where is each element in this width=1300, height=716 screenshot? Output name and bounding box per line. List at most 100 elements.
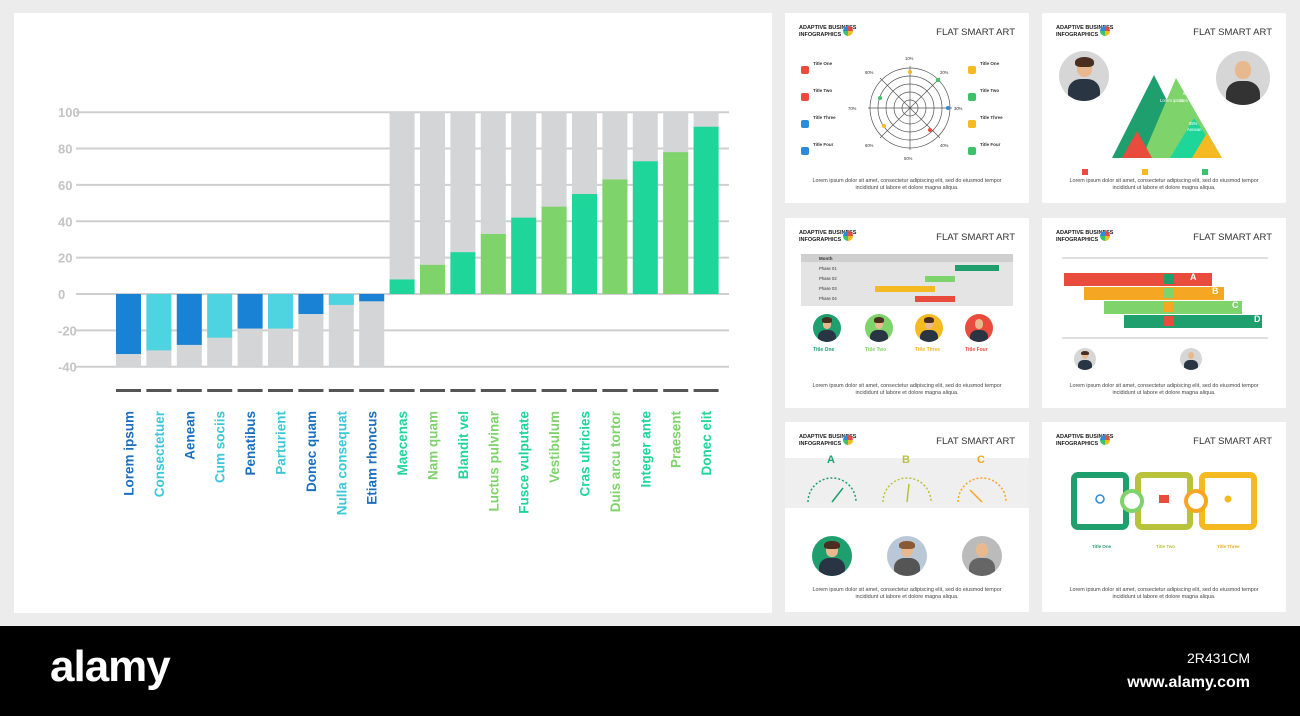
brand-logo-icon <box>1100 435 1110 445</box>
gantt-phase: Phase 02 <box>819 276 837 281</box>
category-tick <box>511 389 537 392</box>
pyramid-chart-icon <box>1082 75 1222 175</box>
thumbnail-radar-slide[interactable]: ADAPTIVE BUSINESS INFOGRAPHICS FLAT SMART… <box>785 13 1029 203</box>
bar <box>663 152 689 294</box>
x-tick-label: Consectetuer <box>152 410 167 497</box>
gauge-letter: A <box>827 454 835 466</box>
thumbnail-puzzle-slide[interactable]: ADAPTIVE BUSINESS INFOGRAPHICS FLAT SMART… <box>1042 422 1286 612</box>
puzzle-pieces-icon <box>1071 472 1257 530</box>
radar-pct-label: 30% <box>954 106 963 111</box>
x-tick-label: Donec quam <box>304 411 319 492</box>
category-tick <box>268 389 293 392</box>
x-tick-label: Vestibulum <box>547 411 562 483</box>
image-code: 2R431CM <box>1186 650 1250 666</box>
gantt-header-month: Month <box>819 256 833 261</box>
bar-background <box>389 112 415 294</box>
bar <box>146 294 172 351</box>
brand-label: ADAPTIVE BUSINESS INFOGRAPHICS <box>1056 25 1114 38</box>
slide-caption: Lorem ipsum dolor sit amet, consectetur … <box>1069 587 1259 600</box>
slide-title: FLAT SMART ART <box>1193 232 1272 243</box>
slide-title: FLAT SMART ART <box>936 27 1015 38</box>
slide-title: FLAT SMART ART <box>936 232 1015 243</box>
radar-pct-label: 20% <box>940 70 949 75</box>
radar-pct-label: 70% <box>848 106 857 111</box>
gauges-icon <box>785 458 1029 508</box>
puzzle-title: Title One <box>1092 544 1112 549</box>
footer-brand: alamy <box>50 642 171 691</box>
bar <box>389 279 415 294</box>
y-tick-label: -40 <box>58 360 77 375</box>
bar <box>450 252 476 294</box>
slide-title: FLAT SMART ART <box>1193 27 1272 38</box>
category-tick <box>632 389 658 392</box>
category-tick <box>572 389 597 392</box>
category-tick <box>450 389 476 392</box>
category-tick <box>602 389 628 392</box>
thumbnail-gantt-slide[interactable]: ADAPTIVE BUSINESS INFOGRAPHICS FLAT SMART… <box>785 218 1029 408</box>
x-tick-label: Maecenas <box>395 411 410 476</box>
slide-title: FLAT SMART ART <box>1193 436 1272 447</box>
gantt-phase: Phase 04 <box>819 296 837 301</box>
radar-pct-label: 40% <box>940 143 949 148</box>
x-tick-label: Nulla consequat <box>334 411 349 516</box>
radar-chart-icon <box>801 66 976 155</box>
bar-chart: 100 80 60 40 20 0 -20 -40 Lorem ipsum Consectetue… <box>58 105 729 516</box>
woman-avatar <box>812 536 852 576</box>
category-tick <box>480 389 506 392</box>
radar-pct-label: 10% <box>905 56 914 61</box>
step-letter: B <box>1212 286 1219 296</box>
person-title: Title One <box>813 347 835 353</box>
bar-background <box>359 294 385 367</box>
y-tick-label: 0 <box>58 287 65 302</box>
brand-label: ADAPTIVE BUSINESS INFOGRAPHICS <box>799 230 857 243</box>
y-tick-label: 60 <box>58 178 72 193</box>
bar <box>207 294 233 338</box>
person-avatar <box>915 314 943 342</box>
x-tick-label: Praesent <box>669 411 684 469</box>
slide-caption: Lorem ipsum dolor sit amet, consectetur … <box>1069 383 1259 396</box>
slide-title: FLAT SMART ART <box>936 436 1015 447</box>
pyramid-label: 85% <box>1189 121 1198 126</box>
radar-pct-label: 50% <box>904 156 913 161</box>
pyramid-label: 82% <box>1183 91 1192 96</box>
woman-avatar <box>887 536 927 576</box>
category-tick <box>328 389 354 392</box>
category-tick <box>541 389 567 392</box>
y-tick-label: 40 <box>58 214 72 229</box>
radar-right-title-4: Title Four <box>980 142 1001 147</box>
footer-bar: alamy 2R431CM www.alamy.com <box>0 626 1300 716</box>
radar-left-title-3: Title Three <box>813 115 836 120</box>
pyramid-label: Lorem ipsum <box>1160 98 1185 103</box>
thumbnail-pyramid-slide[interactable]: ADAPTIVE BUSINESS INFOGRAPHICS FLAT SMART… <box>1042 13 1286 203</box>
bar <box>632 161 658 294</box>
radar-right-title-2: Title Two <box>980 88 1000 93</box>
category-tick <box>207 389 233 392</box>
bar-background <box>328 294 354 367</box>
bar <box>572 194 597 294</box>
person-title: Title Two <box>865 347 887 353</box>
x-tick-label: Cras ultricies <box>578 411 593 497</box>
brand-logo-icon <box>843 435 853 445</box>
person-avatar <box>865 314 893 342</box>
category-tick <box>359 389 385 392</box>
x-tick-label: Donec elit <box>699 410 714 475</box>
thumbnail-steps-slide[interactable]: ADAPTIVE BUSINESS INFOGRAPHICS FLAT SMART… <box>1042 218 1286 408</box>
x-tick-label: Lorem ipsum <box>122 411 137 496</box>
gauge-letter: B <box>902 454 910 466</box>
radar-right-title-3: Title Three <box>980 115 1003 120</box>
bar <box>237 294 263 329</box>
bar <box>359 294 385 302</box>
x-tick-label: Penatibus <box>243 411 258 476</box>
pyramid-label: Cum sociis <box>1179 98 1200 103</box>
category-tick <box>389 389 415 392</box>
brand-logo-icon <box>1100 231 1110 241</box>
bar <box>298 294 324 314</box>
step-letter: D <box>1254 314 1261 324</box>
category-tick <box>663 389 689 392</box>
main-chart-panel: 100 80 60 40 20 0 -20 -40 Lorem ipsum Consectetue… <box>14 13 772 613</box>
radar-left-title-1: Title One <box>813 61 833 66</box>
x-tick-label: Etiam rhoncus <box>365 411 380 505</box>
person-title: Title Four <box>965 347 988 353</box>
step-letter: C <box>1232 300 1239 310</box>
thumbnail-gauges-slide[interactable]: ADAPTIVE BUSINESS INFOGRAPHICS FLAT SMART… <box>785 422 1029 612</box>
